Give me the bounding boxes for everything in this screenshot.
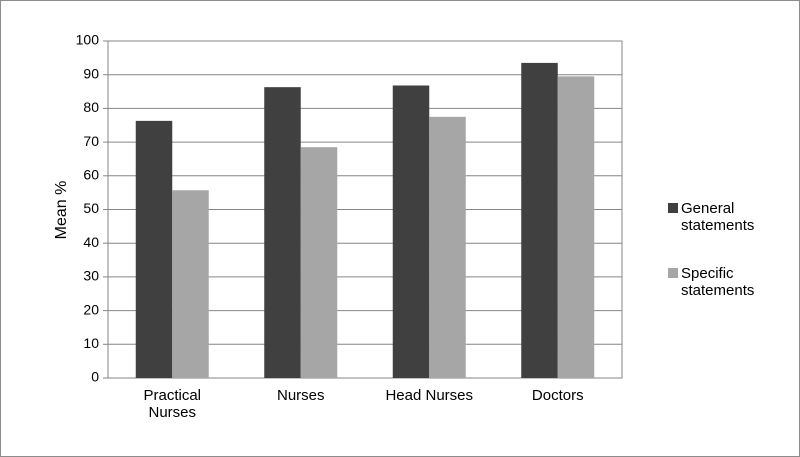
y-tick-label: 80 [83, 99, 99, 115]
y-tick-label: 50 [83, 200, 99, 216]
bar [521, 62, 558, 378]
bar [264, 87, 301, 378]
legend-swatch [668, 268, 678, 278]
y-tick-label: 10 [83, 335, 99, 351]
legend-swatch [668, 203, 678, 213]
y-axis-label: Mean % [53, 181, 70, 240]
legend-label: General statements [681, 200, 755, 234]
legend-label: Specific statements [681, 265, 755, 299]
y-tick-label: 90 [83, 65, 99, 81]
bar [429, 116, 466, 378]
bar [135, 120, 173, 378]
y-tick-label: 30 [83, 268, 99, 284]
y-tick-label: 100 [76, 32, 100, 48]
bar [392, 85, 430, 378]
bar [172, 190, 209, 378]
y-tick-label: 20 [83, 301, 99, 317]
bar [300, 147, 338, 378]
y-tick-label: 40 [83, 234, 99, 250]
bar [557, 76, 595, 378]
y-tick-label: 70 [83, 133, 99, 149]
y-tick-label: 0 [91, 369, 99, 385]
x-tick-label: Doctors [531, 387, 584, 404]
x-tick-label: Practical Nurses [143, 387, 202, 421]
x-tick-label: Head Nurses [385, 387, 474, 404]
y-tick-label: 60 [83, 167, 99, 183]
x-tick-label: Nurses [276, 387, 325, 404]
